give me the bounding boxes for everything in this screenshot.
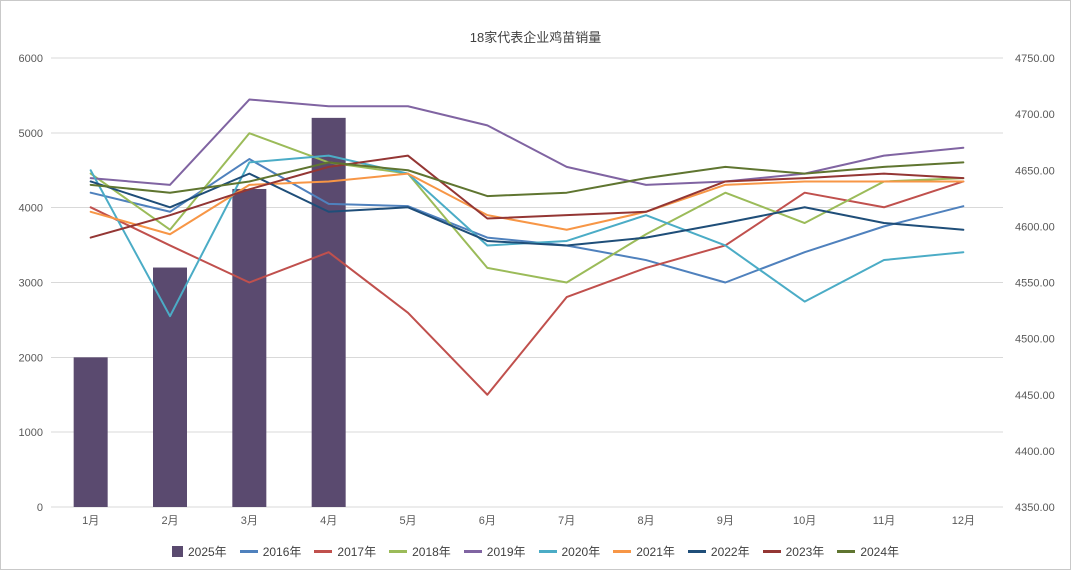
y-axis-label-right: 4400.00 [1015, 446, 1055, 458]
chart-title: 18家代表企业鸡苗销量 [469, 30, 602, 45]
legend-label: 2023年 [785, 545, 825, 559]
y-axis-label-right: 4750.00 [1015, 53, 1055, 65]
chart-legend: 2025年 2016年 2017年 2018年 2019年 2020年 2021年 2022年… [1, 543, 1070, 560]
legend-label: 2025年 [187, 545, 227, 559]
y-axis-label-left: 6000 [19, 53, 43, 65]
legend-label: 2017年 [337, 545, 377, 559]
y-axis-label-right: 4450.00 [1015, 390, 1055, 402]
x-axis-label: 12月 [952, 515, 975, 527]
legend-label: 2016年 [262, 545, 302, 559]
x-axis-label: 2月 [161, 515, 178, 527]
x-axis-label: 10月 [793, 515, 816, 527]
x-axis-label: 9月 [717, 515, 734, 527]
legend-bar-swatch-icon [171, 546, 183, 557]
line-2022 [89, 172, 965, 247]
y-axis-label-left: 3000 [19, 278, 43, 290]
x-axis-label: 4月 [320, 515, 337, 527]
legend-line-swatch-icon [463, 550, 482, 553]
line-2017 [89, 180, 965, 396]
bar-2025 [153, 267, 187, 507]
bar-2025 [232, 188, 267, 508]
y-axis-label-right: 4550.00 [1015, 278, 1055, 290]
x-axis-label: 5月 [399, 515, 416, 527]
y-axis-label-right: 4350.00 [1015, 502, 1055, 514]
line-2016 [89, 158, 965, 284]
legend-line-swatch-icon [314, 550, 333, 553]
legend-label: 2021年 [636, 545, 675, 559]
line-2023 [89, 154, 965, 239]
legend-item-2018: 2018年 [389, 543, 451, 560]
y-axis-label-right: 4600.00 [1015, 221, 1055, 233]
y-axis-label-right: 4650.00 [1015, 165, 1055, 177]
legend-item-2024: 2024年 [837, 543, 899, 560]
legend-line-swatch-icon [687, 550, 706, 553]
legend-item-2023: 2023年 [762, 543, 825, 560]
legend-line-swatch-icon [538, 550, 557, 553]
legend-item-2025: 2025年 [171, 543, 227, 560]
legend-line-swatch-icon [613, 550, 632, 553]
legend-line-swatch-icon [389, 550, 408, 553]
legend-label: 2020年 [561, 545, 601, 559]
legend-line-swatch-icon [762, 550, 781, 553]
y-axis-label-left: 4000 [19, 203, 43, 215]
legend-item-2020: 2020年 [538, 543, 601, 560]
legend-line-swatch-icon [239, 550, 258, 553]
line-2018 [89, 132, 965, 284]
y-axis-label-left: 0 [37, 502, 43, 514]
x-axis-label: 7月 [558, 515, 575, 527]
bar-2025 [311, 117, 346, 507]
bar-2025 [73, 357, 108, 507]
legend-item-2016: 2016年 [239, 543, 302, 560]
y-axis-label-left: 2000 [19, 352, 43, 364]
x-axis-label: 8月 [637, 515, 654, 527]
y-axis-label-left: 5000 [19, 128, 43, 140]
line-2024 [89, 161, 965, 198]
x-axis-label: 6月 [479, 515, 496, 527]
x-axis-label: 3月 [241, 515, 258, 527]
y-axis-label-right: 4500.00 [1015, 334, 1055, 346]
legend-label: 2022年 [710, 545, 750, 559]
legend-item-2021: 2021年 [613, 543, 675, 560]
legend-item-2017: 2017年 [314, 543, 376, 560]
legend-item-2022: 2022年 [687, 543, 750, 560]
legend-line-swatch-icon [837, 550, 856, 553]
legend-label: 2019年 [486, 545, 526, 559]
y-axis-label-left: 1000 [19, 427, 43, 439]
line-2020 [89, 154, 965, 318]
line-2019 [89, 98, 965, 186]
x-axis-label: 1月 [82, 515, 99, 527]
legend-item-2019: 2019年 [463, 543, 526, 560]
legend-label: 2024年 [860, 545, 900, 559]
chart-plot: 0 1000 2000 3000 4000 5000 6000 4350.00 4400.00 4… [19, 53, 1055, 527]
legend-label: 2018年 [412, 545, 451, 559]
x-axis-label: 11月 [873, 515, 895, 527]
y-axis-label-right: 4700.00 [1015, 109, 1055, 121]
line-2021 [89, 172, 965, 236]
